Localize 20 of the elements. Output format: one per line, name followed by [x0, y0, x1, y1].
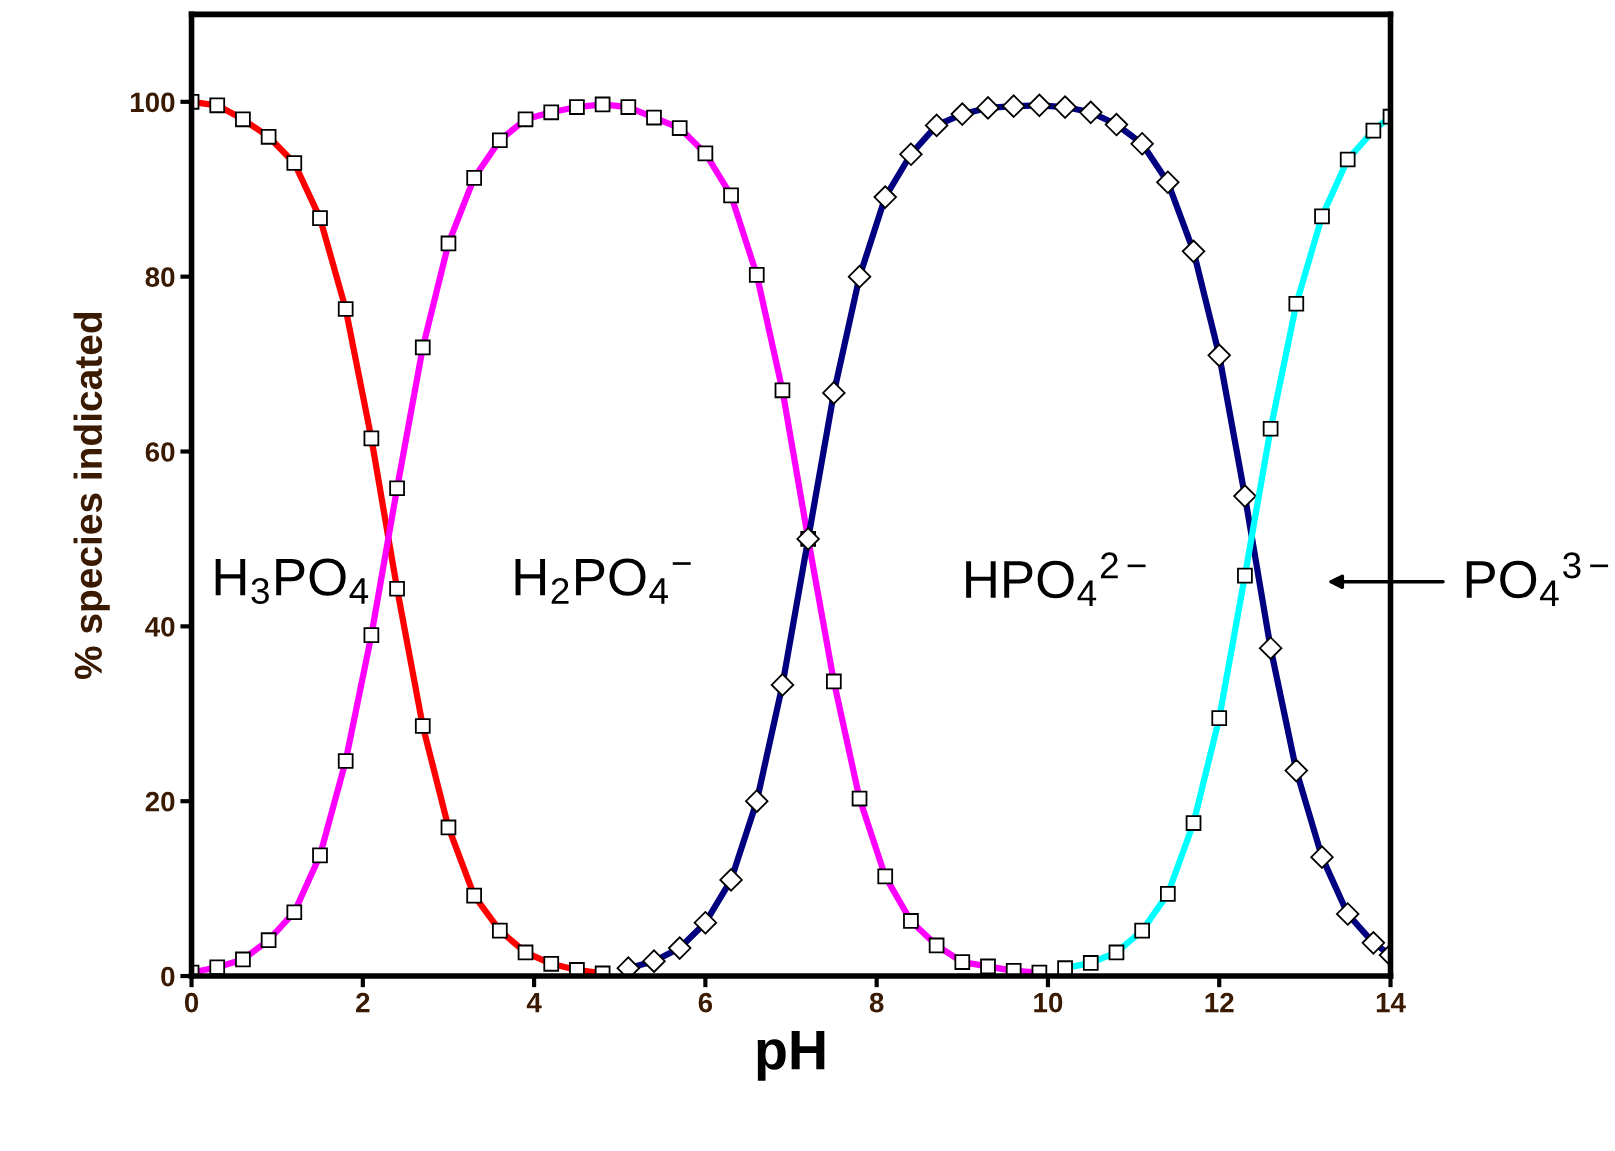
x-tick-label: 6 [698, 992, 713, 1013]
y-tick-label: 20 [145, 791, 175, 812]
annotation: HPO$_{4}$$^{2−}$ [966, 552, 1146, 607]
x-tick-label: 4 [526, 993, 542, 1013]
y-tick-label: 60 [145, 442, 175, 462]
y-tick-label: 0 [161, 966, 175, 987]
y-tick-label: 80 [145, 267, 175, 287]
y-tick-label: 40 [145, 617, 175, 637]
text: PO$_{4}$$^{3−}$ [1466, 552, 1609, 607]
y-axis-title: % species indicated [73, 312, 110, 680]
annotation: H$_{3}$PO$_{4}$ [215, 558, 369, 605]
x-tick-label: 14 [1376, 993, 1406, 1013]
x-tick-label: 2 [356, 992, 370, 1013]
x-tick-label: 8 [869, 992, 884, 1013]
x-tick-label: 10 [1034, 992, 1063, 1013]
x-axis-title: pH [757, 1031, 825, 1081]
annotation: H$_{2}$PO$_{4}$$^{−}$ [515, 558, 691, 604]
x-tick-label: 12 [1205, 992, 1234, 1013]
y-tick-label: 100 [130, 92, 175, 113]
x-tick-label: 0 [184, 992, 199, 1013]
